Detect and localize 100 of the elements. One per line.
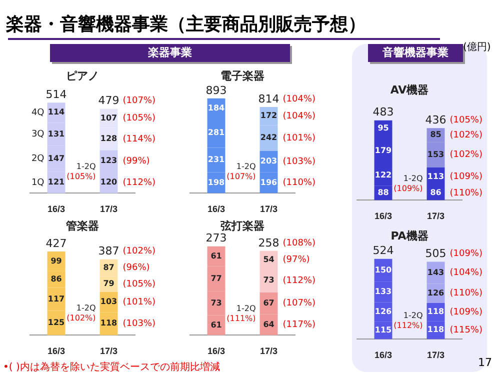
x-tick-label: 16/3 (207, 204, 226, 214)
x-tick-label: 17/3 (260, 346, 278, 356)
data-label: 118 (427, 307, 445, 316)
data-label: 73 (263, 276, 274, 285)
chart-title: PA機器 (390, 229, 428, 242)
data-label: 117 (48, 294, 65, 304)
text: 17 (478, 356, 492, 369)
chart-title: 電子楽器 (220, 69, 264, 82)
data-label: 179 (374, 146, 392, 155)
annotation: (101%) (282, 133, 316, 144)
data-label: 64 (263, 320, 275, 329)
data-label: 147 (48, 154, 65, 163)
total-label: 427 (46, 236, 67, 250)
data-label: 172 (260, 111, 278, 120)
data-label: 281 (208, 128, 226, 137)
total-label: 387 (98, 244, 120, 258)
data-label: 122 (374, 170, 392, 180)
annotation: (99%) (122, 156, 150, 166)
annotation: (115%) (450, 325, 482, 336)
data-label: 128 (100, 134, 118, 144)
data-label: 88 (378, 188, 390, 198)
annotation: (112%) (122, 178, 156, 188)
annotation: (110%) (282, 178, 316, 188)
annotation: 1-2Q (111%) (226, 304, 256, 323)
total-label: 814 (258, 92, 280, 106)
annotation: (102%) (450, 130, 482, 140)
data-label: 203 (260, 156, 278, 166)
data-label: 125 (48, 318, 66, 328)
data-label: 184 (208, 103, 226, 112)
x-tick-label: 16/3 (207, 346, 226, 356)
x-tick-label: 16/3 (47, 204, 66, 214)
data-label: 103 (100, 297, 118, 306)
annotation: (108%) (282, 238, 316, 248)
series-label: 1Q (31, 178, 44, 188)
data-label: 126 (374, 306, 392, 316)
data-label: 61 (210, 251, 222, 260)
chart-title: 弦打楽器 (220, 219, 264, 232)
annotation: (104%) (450, 268, 482, 278)
annotation: 1-2Q (107%) (226, 162, 256, 182)
annotation: (107%) (122, 96, 156, 106)
x-tick-label: 17/3 (260, 204, 278, 214)
data-label: 118 (100, 318, 118, 328)
data-label: 196 (260, 178, 278, 187)
text: 楽器事業 (50, 44, 290, 62)
annotation: 1-2Q (112%) (394, 311, 423, 330)
data-label: 79 (103, 279, 115, 288)
data-label: 231 (208, 155, 226, 164)
data-label: 123 (100, 156, 118, 166)
total-label: 483 (372, 106, 394, 119)
annotation: (101%) (122, 297, 156, 308)
annotation: (102%) (122, 246, 156, 257)
data-label: 114 (48, 108, 66, 117)
chart-title: AV機器 (390, 83, 429, 96)
annotation: (104%) (282, 111, 316, 122)
data-label: 86 (430, 188, 442, 198)
x-tick-label: 17/3 (100, 346, 118, 356)
annotation: (105%) (122, 279, 156, 290)
annotation: (103%) (122, 318, 156, 329)
text: (億円) (463, 40, 491, 54)
annotation: (102%) (450, 150, 482, 160)
x-tick-label: 17/3 (426, 211, 445, 222)
x-tick-label: 16/3 (47, 346, 66, 356)
total-label: 514 (46, 88, 67, 101)
total-label: 436 (425, 113, 446, 126)
total-label: 479 (98, 94, 120, 108)
annotation: (110%) (450, 288, 482, 299)
total-label: 524 (372, 244, 394, 258)
data-label: 242 (260, 133, 278, 142)
data-label: 86 (50, 274, 62, 284)
data-label: 126 (427, 288, 445, 298)
annotation: (112%) (282, 276, 316, 286)
data-label: 133 (374, 287, 392, 296)
data-label: 131 (48, 129, 66, 138)
annotation: (105%) (122, 114, 156, 124)
annotation: (107%) (282, 298, 316, 309)
annotation: (109%) (450, 249, 482, 260)
x-tick-label: 16/3 (374, 350, 392, 360)
x-tick-label: 16/3 (374, 211, 392, 222)
series-label: 4Q (31, 108, 44, 118)
data-label: 121 (48, 178, 66, 187)
text: 楽器・音響機器事業（主要商品別販売予想） (6, 13, 366, 36)
data-label: 73 (210, 298, 222, 308)
annotation: (104%) (282, 94, 316, 104)
data-label: 54 (263, 254, 275, 264)
data-label: 113 (427, 172, 444, 181)
data-label: 99 (50, 256, 62, 266)
data-label: 120 (100, 178, 118, 187)
annotation: 1-2Q (105%) (66, 162, 96, 181)
chart-title: ピアノ (66, 69, 99, 82)
annotation: (117%) (282, 320, 316, 330)
data-label: 61 (210, 320, 222, 330)
total-label: 273 (206, 232, 227, 245)
annotation: (109%) (450, 307, 482, 318)
data-label: 153 (427, 150, 444, 159)
annotation: (110%) (450, 188, 482, 198)
annotation: (103%) (282, 157, 316, 168)
annotation: (96%) (122, 263, 150, 274)
data-label: 87 (103, 262, 114, 272)
total-label: 893 (206, 84, 227, 97)
data-label: 107 (100, 113, 118, 122)
